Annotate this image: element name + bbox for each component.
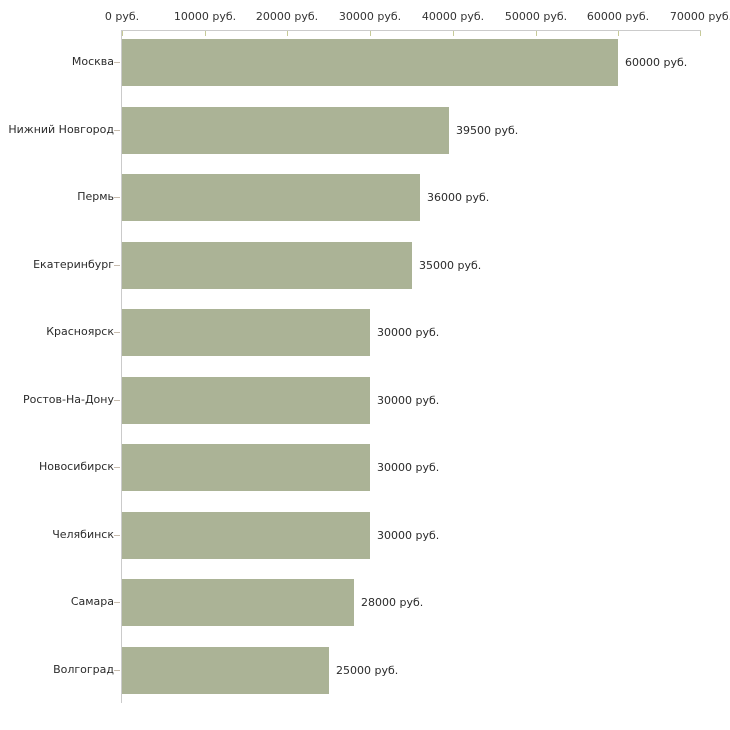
x-axis-tick: [122, 31, 123, 36]
bar-value-label: 25000 руб.: [336, 664, 399, 677]
y-axis-tick: [114, 602, 120, 603]
y-axis-label: Новосибирск: [38, 460, 114, 473]
x-axis-tick-label: 0 руб.: [104, 10, 140, 23]
x-axis-tick-label: 20000 руб.: [255, 10, 319, 23]
plot-area: 0 руб. 10000 руб. 20000 руб. 30000 руб. 4000…: [105, 10, 730, 703]
bar: [122, 107, 449, 154]
bar-value-label: 28000 руб.: [361, 596, 424, 609]
y-axis-tick: [114, 332, 120, 333]
x-axis-tick: [536, 31, 537, 36]
x-axis-tick-label: 60000 руб.: [586, 10, 650, 23]
bar: [122, 512, 370, 559]
y-axis-label: Екатеринбург: [33, 258, 114, 271]
bar: [122, 579, 354, 626]
y-axis-label: Челябинск: [52, 528, 114, 541]
x-axis-tick: [700, 31, 701, 36]
x-axis-tick: [287, 31, 288, 36]
y-axis-tick: [114, 535, 120, 536]
bar-value-label: 39500 руб.: [456, 124, 519, 137]
y-axis-tick: [114, 130, 120, 131]
bar: [122, 174, 420, 221]
y-axis-label: Ростов-На-Дону: [22, 393, 114, 406]
y-axis-tick: [114, 265, 120, 266]
x-axis-tick-label: 40000 руб.: [421, 10, 485, 23]
x-axis-tick: [370, 31, 371, 36]
x-axis-tick-label: 50000 руб.: [504, 10, 568, 23]
x-axis-tick-label: 70000 руб.: [669, 10, 730, 23]
bar-value-label: 30000 руб.: [377, 394, 440, 407]
bar: [122, 39, 618, 86]
bar-value-label: 35000 руб.: [419, 259, 482, 272]
bar: [122, 377, 370, 424]
bar: [122, 309, 370, 356]
bar-value-label: 30000 руб.: [377, 326, 440, 339]
x-axis-tick: [453, 31, 454, 36]
y-axis-tick: [114, 670, 120, 671]
y-axis-tick: [114, 197, 120, 198]
bar-value-label: 30000 руб.: [377, 529, 440, 542]
x-axis-tick-label: 30000 руб.: [338, 10, 402, 23]
bar-value-label: 60000 руб.: [625, 56, 688, 69]
bar: [122, 444, 370, 491]
y-axis-label: Самара: [70, 595, 114, 608]
x-axis-tick-label: 10000 руб.: [173, 10, 237, 23]
x-axis-tick: [618, 31, 619, 36]
bar: [122, 242, 412, 289]
y-axis-label: Нижний Новгород: [8, 123, 114, 136]
y-axis-tick: [114, 400, 120, 401]
bar: [122, 647, 329, 694]
y-axis-tick: [114, 62, 120, 63]
y-axis-label: Москва: [71, 55, 114, 68]
y-axis-tick: [114, 467, 120, 468]
y-axis-label: Пермь: [77, 190, 114, 203]
bar-value-label: 30000 руб.: [377, 461, 440, 474]
y-axis-label: Волгоград: [53, 663, 114, 676]
y-axis-label: Красноярск: [46, 325, 114, 338]
bar-value-label: 36000 руб.: [427, 191, 490, 204]
x-axis-tick: [205, 31, 206, 36]
